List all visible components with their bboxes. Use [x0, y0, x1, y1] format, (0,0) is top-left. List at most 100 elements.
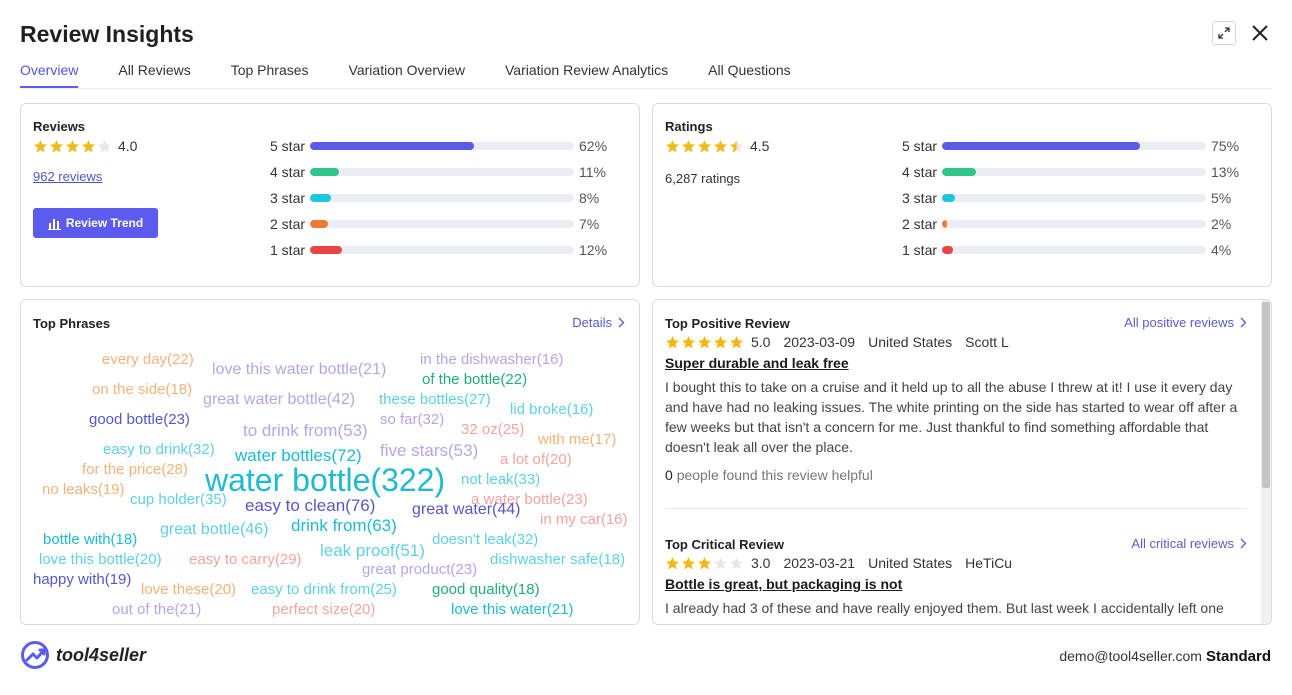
- phrase-item[interactable]: in my car(16): [540, 511, 628, 528]
- phrase-item[interactable]: not leak(33): [461, 471, 541, 488]
- all-positive-reviews-link[interactable]: All positive reviews: [1124, 315, 1247, 330]
- phrase-item[interactable]: love this bottle(20): [39, 551, 162, 568]
- rating-bar-track: [942, 168, 1206, 176]
- tab-top-phrases[interactable]: Top Phrases: [230, 62, 309, 78]
- critical-review-country: United States: [868, 555, 953, 571]
- phrase-item[interactable]: doesn't leak(32): [432, 531, 539, 548]
- rating-bar-track: [310, 220, 574, 228]
- phrase-item[interactable]: no leaks(19): [42, 481, 125, 498]
- phrase-item[interactable]: love this water(21): [451, 601, 574, 618]
- rating-bar-fill: [310, 220, 329, 228]
- phrase-item[interactable]: on the side(18): [92, 381, 193, 398]
- all-critical-reviews-link[interactable]: All critical reviews: [1131, 536, 1247, 551]
- tab-all-questions[interactable]: All Questions: [708, 62, 791, 78]
- expand-icon[interactable]: [1212, 21, 1236, 45]
- phrase-item[interactable]: love these(20): [141, 581, 237, 598]
- tab-all-reviews[interactable]: All Reviews: [118, 62, 191, 78]
- phrase-item[interactable]: 32 oz(25): [461, 421, 525, 438]
- phrase-cloud: every day(22) love this water bottle(21) i…: [21, 300, 639, 624]
- review-trend-button[interactable]: Review Trend: [33, 208, 158, 238]
- critical-review-stars: [665, 556, 744, 571]
- top-phrases-card: Top Phrases Details every day(22) love th…: [20, 299, 640, 625]
- phrase-item[interactable]: five stars(53): [380, 441, 479, 460]
- phrase-item[interactable]: good quality(18): [432, 581, 540, 598]
- phrase-item[interactable]: water bottle(322): [205, 462, 446, 498]
- phrase-item[interactable]: easy to drink(32): [103, 441, 215, 458]
- all-critical-reviews-label: All critical reviews: [1131, 536, 1234, 551]
- header: Review Insights: [20, 18, 1272, 50]
- phrase-item[interactable]: leak proof(51): [320, 541, 425, 560]
- scrollbar-thumb[interactable]: [1262, 302, 1270, 488]
- scrollbar[interactable]: [1261, 300, 1271, 624]
- brand-logo: tool4seller: [20, 640, 146, 670]
- details-link[interactable]: Details: [572, 315, 625, 330]
- phrase-item[interactable]: great product(23): [362, 561, 478, 578]
- reviews-count-link[interactable]: 962 reviews: [33, 169, 103, 184]
- phrase-item[interactable]: easy to carry(29): [189, 551, 302, 568]
- phrase-item[interactable]: love this water bottle(21): [212, 361, 387, 378]
- phrase-item[interactable]: water bottles(72): [235, 446, 362, 465]
- tab-variation-overview[interactable]: Variation Overview: [348, 62, 465, 78]
- rating-bar-label: 3 star: [270, 190, 306, 206]
- reviews-rating: 4.0: [118, 138, 138, 154]
- phrase-item[interactable]: happy with(19): [33, 571, 132, 588]
- phrase-item[interactable]: cup holder(35): [130, 491, 227, 508]
- close-icon[interactable]: [1248, 21, 1272, 45]
- tab-variation-review-analytics[interactable]: Variation Review Analytics: [505, 62, 669, 78]
- positive-review-country: United States: [868, 334, 953, 350]
- phrase-item[interactable]: out of the(21): [112, 601, 202, 618]
- positive-review-headline[interactable]: Super durable and leak free: [665, 355, 849, 371]
- phrase-item[interactable]: so far(32): [380, 411, 445, 428]
- rating-bar-percent: 11%: [579, 164, 606, 180]
- rating-bar-row: 3 star 8%: [270, 190, 600, 206]
- star-full-icon: [681, 556, 696, 571]
- phrase-item[interactable]: drink from(63): [291, 516, 397, 535]
- critical-review-title: Top Critical Review: [665, 537, 784, 552]
- critical-review-headline[interactable]: Bottle is great, but packaging is not: [665, 576, 903, 592]
- rating-bar-row: 1 star 4%: [902, 242, 1231, 258]
- star-full-icon: [49, 139, 64, 154]
- rating-bar-fill: [310, 246, 342, 254]
- rating-bar-percent: 75%: [1211, 138, 1240, 154]
- positive-review-body: I bought this to take on a cruise and it…: [665, 379, 1238, 455]
- phrase-item[interactable]: great bottle(46): [160, 521, 269, 538]
- phrase-item[interactable]: great water(44): [412, 501, 521, 518]
- phrase-item[interactable]: great water bottle(42): [203, 391, 356, 408]
- rating-bar-fill: [942, 168, 977, 176]
- phrase-item[interactable]: for the price(28): [82, 461, 188, 478]
- phrase-item[interactable]: easy to drink from(25): [251, 581, 397, 598]
- star-full-icon: [681, 335, 696, 350]
- phrase-item[interactable]: good bottle(23): [89, 411, 190, 428]
- phrase-item[interactable]: bottle with(18): [43, 531, 138, 548]
- phrase-item[interactable]: of the bottle(22): [422, 371, 528, 388]
- chevron-right-icon: [618, 317, 625, 328]
- phrase-item[interactable]: these bottles(27): [379, 391, 491, 408]
- tab-divider: [20, 88, 1272, 89]
- phrase-item[interactable]: with me(17): [538, 431, 617, 448]
- rating-bar-percent: 5%: [1211, 190, 1232, 206]
- phrase-item[interactable]: a water bottle(23): [471, 491, 588, 508]
- phrase-item[interactable]: dishwasher safe(18): [490, 551, 626, 568]
- brand-name: tool4seller: [56, 644, 147, 665]
- phrase-item[interactable]: to drink from(53): [243, 421, 368, 440]
- rating-bar-percent: 7%: [579, 216, 600, 232]
- rating-bar-row: 4 star 11%: [270, 164, 606, 180]
- rating-bar-track: [942, 194, 1206, 202]
- all-positive-reviews-label: All positive reviews: [1124, 315, 1234, 330]
- phrase-item[interactable]: in the dishwasher(16): [420, 351, 564, 368]
- phrase-item[interactable]: a lot of(20): [500, 451, 572, 468]
- rating-bar-fill: [310, 168, 340, 176]
- tab-overview[interactable]: Overview: [20, 60, 79, 88]
- star-full-icon: [665, 335, 680, 350]
- phrase-item[interactable]: perfect size(20): [272, 601, 376, 618]
- rating-bar-row: 3 star 5%: [902, 190, 1232, 206]
- phrase-item[interactable]: every day(22): [102, 351, 194, 368]
- rating-bar-percent: 8%: [579, 190, 600, 206]
- rating-bar-label: 1 star: [902, 242, 938, 258]
- positive-review-stars: [665, 335, 744, 350]
- phrase-item[interactable]: easy to clean(76): [245, 496, 376, 515]
- phrase-item[interactable]: lid broke(16): [510, 401, 594, 418]
- helpful-text: people found this review helpful: [676, 467, 873, 483]
- ratings-card: Ratings 4.5 6,287 ratings 5 star 75% 4 st…: [652, 103, 1272, 287]
- rating-bar-row: 5 star 75%: [902, 138, 1240, 154]
